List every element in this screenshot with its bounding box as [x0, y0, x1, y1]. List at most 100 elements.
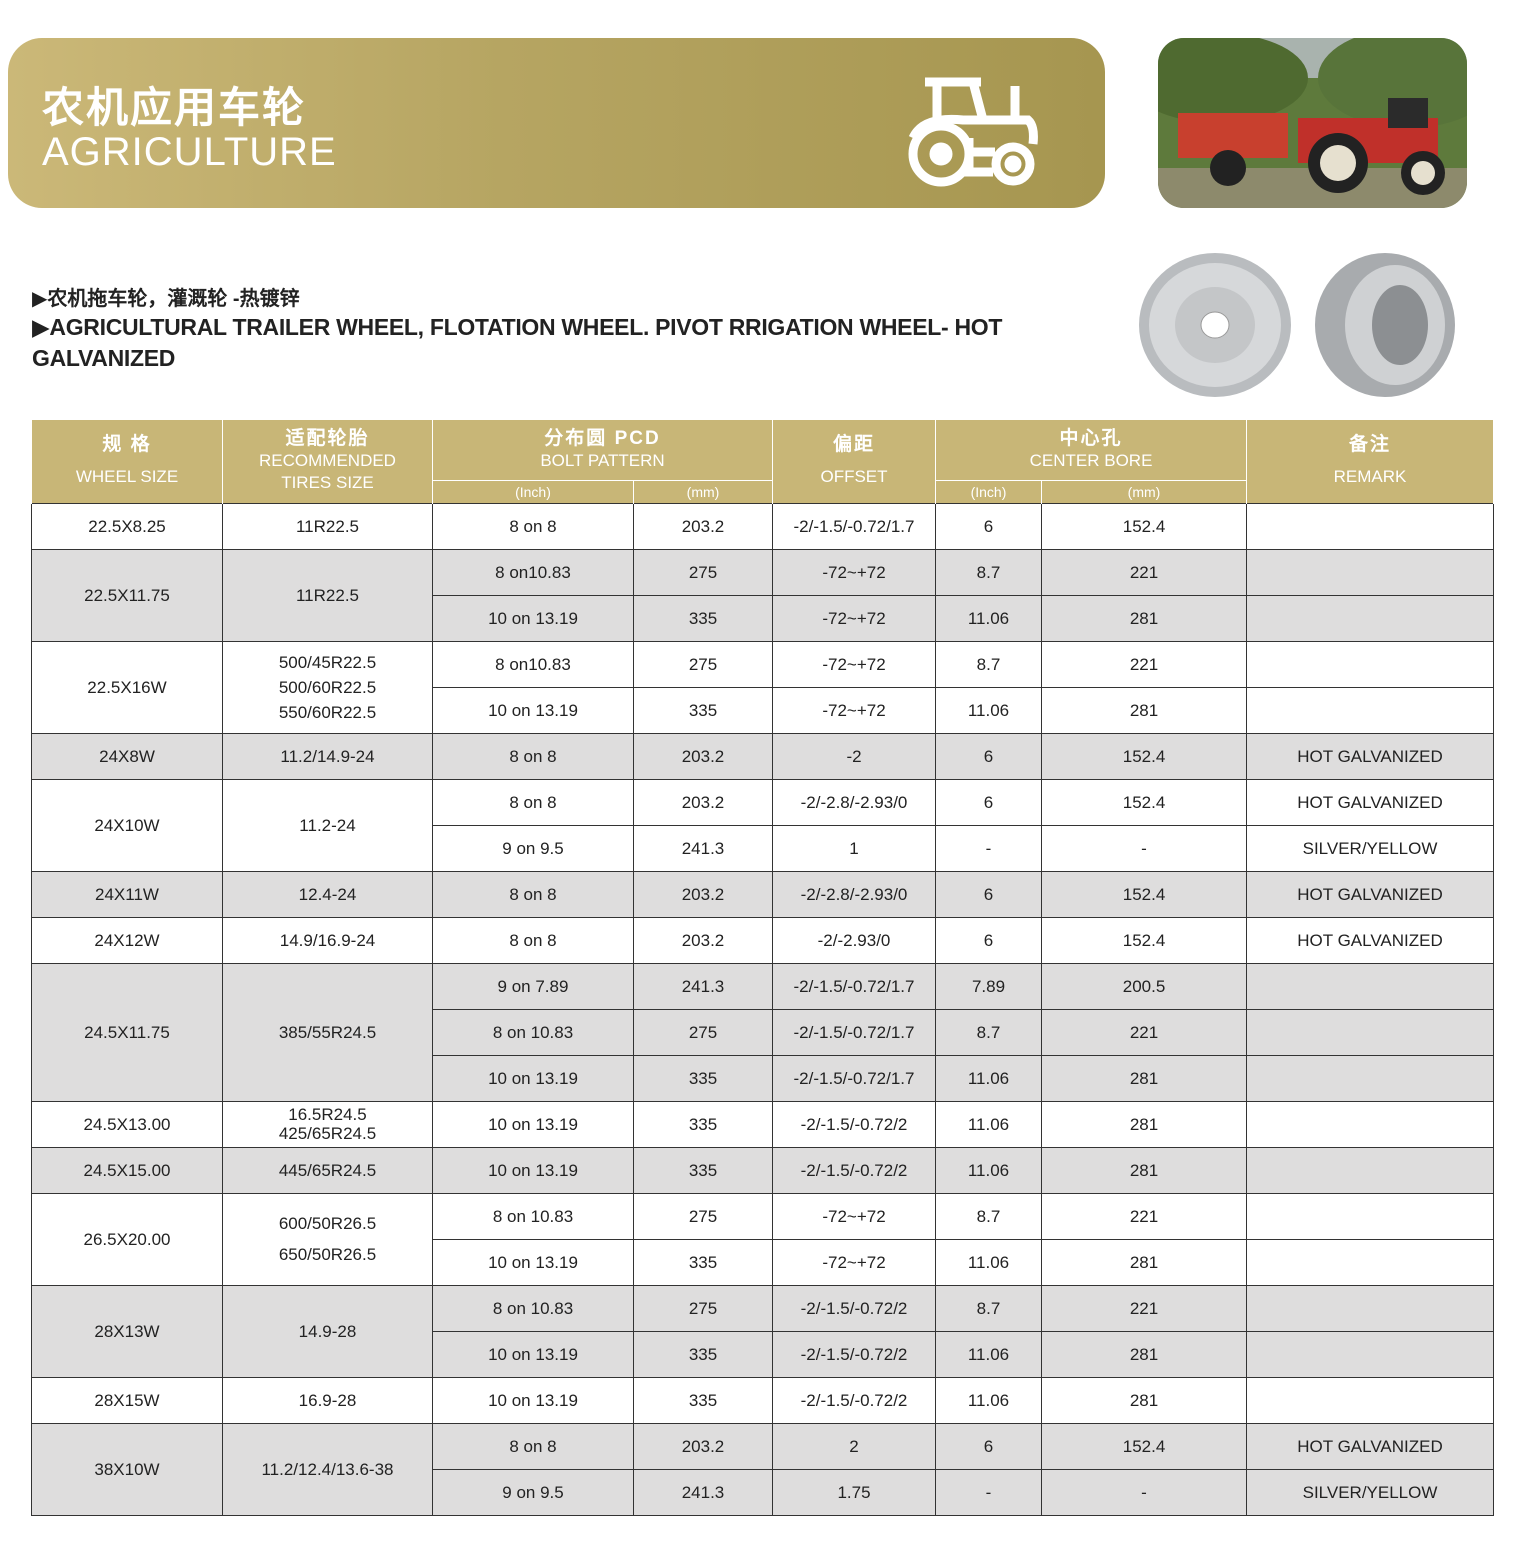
- cell-tires: 11.2/14.9-24: [222, 732, 433, 780]
- cell-pcd-mm: 203.2: [633, 732, 773, 780]
- subtitle-cn: ▶农机拖车轮，灌溉轮 -热镀锌: [32, 288, 300, 310]
- table-row: 28X15W 16.9-28 10 on 13.19 335 -2/-1.5/-0.72…: [31, 1376, 1495, 1424]
- table-row: 9 on 9.5 241.3 1- - SILVER/YELLOW: [32, 824, 1495, 872]
- cell-cb-mm: 281: [1040, 594, 1248, 642]
- table-row: 24.5X13.00 16.5R24.5 425/65R24.5 10 on 13.1…: [31, 1100, 1495, 1148]
- cell-cb-mm: 281: [1040, 686, 1248, 734]
- cell-remark: [1246, 640, 1495, 688]
- cell-wheel-size: 24.5X11.75: [31, 962, 223, 1102]
- tire-size: 14.9/16.9-24: [279, 930, 376, 950]
- cell-cb-mm: 221: [1040, 1284, 1248, 1332]
- table-row: 24.5X11.75 385/55R24.5 9 on 7.89 241.3 -2/-1…: [31, 962, 1495, 1102]
- header-center-bore: 中心孔 CENTER BORE: [934, 420, 1248, 480]
- cell-pcd-inch: 8 on10.83: [432, 640, 634, 688]
- table-row: 10 on 13.19 335 -72~+72 11.06 281: [32, 594, 1495, 642]
- cell-offset: -2/-1.5/-0.72/2: [772, 1146, 936, 1194]
- tire-size: 445/65R24.5: [278, 1160, 377, 1180]
- table-row: 26.5X20.00 600/50R26.5 650/50R26.5 8 on 10.…: [31, 1192, 1495, 1286]
- header-offset: 偏距 OFFSET: [772, 420, 936, 503]
- cell-offset: 1: [772, 824, 936, 872]
- cell-pcd-inch: 10 on 13.19: [432, 1330, 634, 1378]
- cell-wheel-size: 38X10W: [31, 1422, 223, 1516]
- cell-pcd-inch: 9 on 7.89: [432, 962, 634, 1010]
- cell-cb-mm: 152.4: [1040, 1422, 1248, 1470]
- cell-cb-mm: 152.4: [1040, 732, 1248, 780]
- cell-wheel-size: 28X13W: [31, 1284, 223, 1378]
- cell-pcd-mm: 335: [633, 1100, 773, 1148]
- cell-remark: SILVER/YELLOW: [1246, 824, 1495, 872]
- cell-offset: -72~+72: [772, 1238, 936, 1286]
- cell-remark: [1246, 1376, 1495, 1424]
- cell-remark: HOT GALVANIZED: [1246, 870, 1495, 918]
- cell-offset: -2/-1.5/-0.72/1.7: [772, 1054, 936, 1102]
- cell-cb-mm: 152.4: [1040, 778, 1248, 826]
- cell-cb-inch: 6: [935, 778, 1042, 826]
- cell-pcd-inch: 10 on 13.19: [432, 686, 634, 734]
- cell-pcd-mm: 335: [633, 1054, 773, 1102]
- header-tires: 适配轮胎 RECOMMENDED TIRES SIZE: [222, 420, 433, 503]
- cell-pcd-mm: 203.2: [633, 778, 773, 826]
- cell-cb-mm: -: [1040, 824, 1248, 872]
- cell-pcd-inch: 10 on 13.19: [432, 1100, 634, 1148]
- cell-offset: -2/-1.5/-0.72/2: [772, 1376, 936, 1424]
- cell-cb-inch: 11.06: [935, 594, 1042, 642]
- tire-size: 600/50R26.5: [278, 1214, 377, 1233]
- cell-offset: -2/-1.5/-0.72/2: [772, 1100, 936, 1148]
- cell-pcd-mm: 203.2: [633, 502, 773, 550]
- cell-cb-mm: -: [1040, 1468, 1248, 1516]
- wheel-spec-table: 规 格 WHEEL SIZE 适配轮胎 RECOMMENDED TIRES SIZE …: [31, 420, 1495, 1516]
- cell-tires: 11.2-24: [222, 778, 433, 872]
- cell-offset: -2/-2.93/0: [772, 916, 936, 964]
- tire-size: 14.9-28: [298, 1321, 357, 1341]
- cell-cb-inch: 6: [935, 870, 1042, 918]
- cell-cb-inch: 7.89: [935, 962, 1042, 1010]
- cell-cb-inch: 8.7: [935, 1192, 1042, 1240]
- cell-remark: HOT GALVANIZED: [1246, 916, 1495, 964]
- cell-offset: -2/-1.5/-0.72/1.7: [772, 1008, 936, 1056]
- cell-cb-mm: 221: [1040, 548, 1248, 596]
- cell-wheel-size: 24X8W: [31, 732, 223, 780]
- tire-size: 425/65R24.5: [278, 1124, 377, 1143]
- cell-remark: [1246, 686, 1495, 734]
- cell-pcd-mm: 335: [633, 1330, 773, 1378]
- cell-remark: HOT GALVANIZED: [1246, 778, 1495, 826]
- cell-cb-inch: -: [935, 824, 1042, 872]
- cell-cb-inch: 8.7: [935, 640, 1042, 688]
- tire-size: 16.5R24.5: [288, 1105, 367, 1124]
- table-row: 22.5X16W 500/45R22.5 500/60R22.5 550/60R22.…: [31, 640, 1495, 734]
- tractor-icon: [908, 77, 1038, 187]
- table-row: 9 on 9.5 241.3 1.75- - SILVER/YELLOW: [32, 1468, 1495, 1516]
- cell-tires: 16.5R24.5 425/65R24.5: [222, 1100, 433, 1148]
- cell-pcd-inch: 10 on 13.19: [432, 1238, 634, 1286]
- cell-remark: HOT GALVANIZED: [1246, 732, 1495, 780]
- cell-remark: [1246, 1330, 1495, 1378]
- cell-wheel-size: 22.5X16W: [31, 640, 223, 734]
- cell-cb-mm: 221: [1040, 1008, 1248, 1056]
- cell-offset: 2: [772, 1422, 936, 1470]
- cell-remark: [1246, 1284, 1495, 1332]
- cell-wheel-size: 24X11W: [31, 870, 223, 918]
- cell-remark: [1246, 594, 1495, 642]
- cell-offset: -72~+72: [772, 686, 936, 734]
- cell-pcd-mm: 241.3: [633, 962, 773, 1010]
- cell-wheel-size: 22.5X8.25: [31, 502, 223, 550]
- tire-size: 16.9-28: [298, 1390, 357, 1410]
- cell-cb-inch: -: [935, 1468, 1042, 1516]
- wheel-photo-front: [1139, 253, 1291, 397]
- cell-wheel-size: 22.5X11.75: [31, 548, 223, 642]
- cell-pcd-inch: 8 on 10.83: [432, 1192, 634, 1240]
- table-row: 8 on 10.83 275 -2/-1.5/-0.72/1.7 8.7 221: [32, 1008, 1495, 1056]
- tire-size: 12.4-24: [298, 884, 357, 904]
- cell-tires: 600/50R26.5 650/50R26.5: [222, 1192, 433, 1286]
- cell-remark: [1246, 1146, 1495, 1194]
- table-row: 24X12W 14.9/16.9-24 8 on 8 203.2 -2/-2.93/0 6…: [31, 916, 1495, 964]
- tire-size: 11.2/12.4/13.6-38: [261, 1459, 394, 1479]
- cell-remark: [1246, 1192, 1495, 1240]
- subtitle-en: ▶AGRICULTURAL TRAILER WHEEL, FLOTATION W…: [32, 314, 1003, 371]
- cell-pcd-mm: 275: [633, 1008, 773, 1056]
- table-row: 10 on 13.19 335 -2/-1.5/-0.72/2 11.06 281: [32, 1330, 1495, 1378]
- cell-pcd-inch: 10 on 13.19: [432, 1146, 634, 1194]
- table-row: 24X8W 11.2/14.9-24 8 on 8 203.2 -2 6 152.4 HOT …: [31, 732, 1495, 780]
- cell-pcd-mm: 335: [633, 1238, 773, 1286]
- cell-offset: -72~+72: [772, 594, 936, 642]
